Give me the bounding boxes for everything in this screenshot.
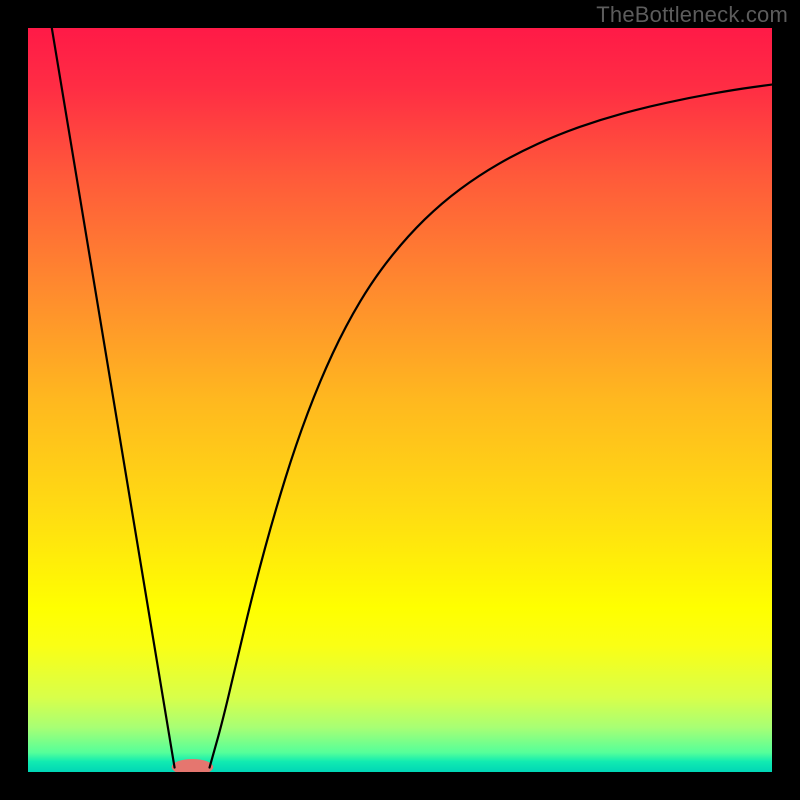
watermark-text: TheBottleneck.com <box>596 2 788 28</box>
chart-frame: { "watermark": { "text": "TheBottleneck.… <box>0 0 800 800</box>
plot-area <box>28 28 772 772</box>
chart-svg <box>28 28 772 772</box>
gradient-background <box>28 28 772 772</box>
